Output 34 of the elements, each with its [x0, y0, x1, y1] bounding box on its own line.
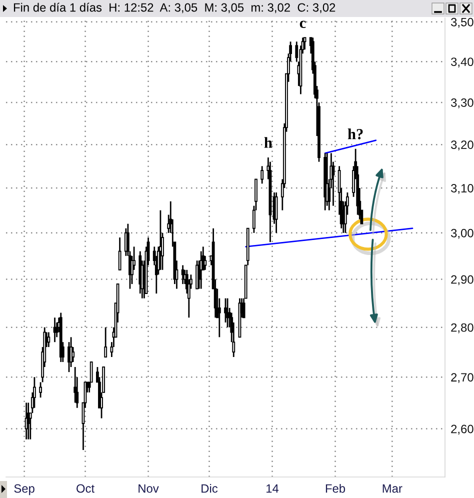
candlestick — [33, 376, 36, 409]
candlestick — [118, 236, 122, 271]
y-tick-label: 2,70 — [451, 373, 474, 383]
annotation: c — [300, 20, 306, 28]
candlestick — [47, 332, 50, 348]
y-tick-label: 2,80 — [451, 323, 474, 334]
x-tick-label: Sep — [14, 484, 34, 496]
y-tick-label: 3,10 — [451, 184, 474, 194]
annotation: h? — [348, 128, 363, 140]
candlestick — [224, 298, 227, 324]
candlestick — [39, 382, 42, 398]
annotation: h — [264, 137, 272, 148]
y-tick-label: 3,40 — [451, 58, 474, 68]
chart-title: Fin de día 1 días H: 12:52 A: 3,05 M: 3,05 m: 3,02 C: 3,02 — [14, 2, 336, 14]
x-tick-label: 14 — [266, 484, 279, 493]
candlestick — [72, 346, 75, 363]
candlestick — [204, 255, 207, 271]
candlestick — [303, 36, 306, 50]
x-tick-label: Nov — [138, 484, 159, 493]
candlestick — [274, 192, 278, 234]
candlestick — [70, 336, 72, 368]
x-tick-label: Feb — [326, 484, 346, 493]
y-tick-label: 3,50 — [451, 18, 474, 28]
y-tick-label: 2,90 — [451, 275, 474, 286]
x-tick-label: Dic — [202, 484, 218, 493]
candlestick — [260, 165, 264, 184]
x-tick-label: Mar — [382, 484, 402, 493]
candlestick — [252, 205, 256, 234]
y-tick-label: 3,00 — [451, 228, 474, 239]
y-tick-label: 3,20 — [451, 140, 474, 150]
candlestick — [104, 326, 108, 358]
x-tick-label: Oct — [76, 484, 94, 493]
y-tick-label: 3,30 — [451, 98, 474, 108]
y-tick-label: 2,60 — [451, 424, 474, 435]
